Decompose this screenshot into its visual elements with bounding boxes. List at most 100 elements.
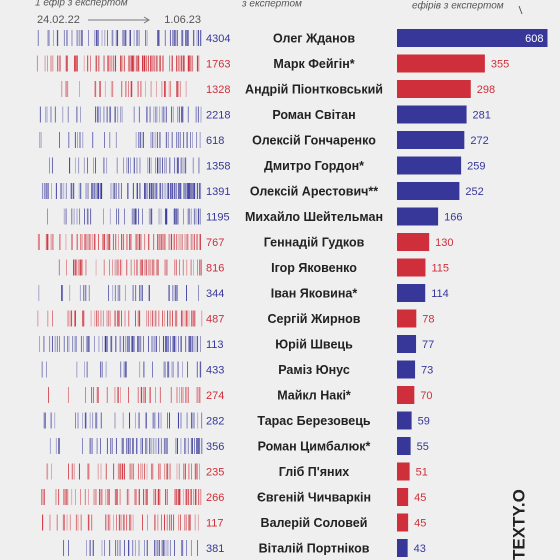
value-label: 43 [414, 543, 426, 555]
timeline-strip [39, 336, 201, 352]
bar [397, 131, 465, 149]
category-label: Геннадій Гудков [264, 235, 365, 249]
timeline-strip [37, 310, 203, 327]
value-label: 114 [431, 288, 449, 300]
value-label: 355 [491, 58, 509, 70]
brand: TEXTY.O [509, 489, 528, 560]
category-label: Олексій Гончаренко [252, 133, 376, 147]
timeline-strip [47, 208, 201, 225]
timeline-strip [41, 489, 202, 505]
value-label: 298 [477, 84, 495, 96]
category-label: Іван Яковина* [271, 286, 358, 300]
header-middle: з експертом [241, 0, 302, 10]
bar [397, 539, 408, 557]
timeline-strip [63, 540, 198, 556]
timeline-strip [38, 285, 199, 301]
value-label: 45 [414, 492, 426, 504]
value-label: 608 [525, 33, 543, 45]
date-arrow-head [143, 16, 150, 24]
count-label: 2218 [206, 109, 230, 121]
category-label: Валерій Соловей [261, 516, 368, 530]
timeline-strip [46, 463, 200, 480]
timeline-strip [42, 183, 202, 199]
bar [397, 54, 485, 73]
bar [397, 233, 430, 251]
bar [397, 105, 467, 124]
value-label: 281 [473, 109, 491, 121]
count-label: 381 [206, 543, 224, 555]
date-end: 1.06.23 [164, 14, 201, 26]
value-label: 51 [416, 466, 428, 478]
count-label: 4304 [206, 33, 230, 45]
count-label: 356 [206, 441, 224, 453]
timeline-strip [48, 157, 200, 174]
count-label: 767 [206, 237, 224, 249]
bar [397, 462, 410, 481]
count-label: 1195 [206, 211, 230, 223]
category-label: Раміз Юнус [278, 363, 350, 377]
count-label: 816 [206, 262, 224, 274]
bar [397, 360, 416, 379]
timeline-strip [42, 514, 199, 531]
bar [397, 29, 548, 47]
bar [397, 386, 415, 404]
value-label: 272 [470, 135, 488, 147]
bar [397, 488, 409, 506]
timeline-strip [43, 412, 203, 429]
value-label: 130 [435, 237, 453, 249]
timeline-strip [58, 259, 202, 276]
bar [397, 335, 417, 353]
count-label: 1328 [206, 84, 230, 96]
count-label: 344 [206, 288, 224, 300]
count-label: 266 [206, 492, 224, 504]
category-label: Майкл Накі* [277, 388, 351, 402]
header-right: ефірів з експертом [412, 0, 504, 12]
category-label: Євгеній Чичваркін [257, 490, 371, 504]
category-label: Роман Світан [272, 108, 355, 122]
category-label: Олексій Арестович** [250, 184, 378, 198]
count-label: 618 [206, 135, 224, 147]
timeline-strip [39, 106, 202, 123]
value-label: 73 [421, 364, 433, 376]
date-start: 24.02.22 [37, 14, 80, 26]
category-label: Ігор Яковенко [271, 261, 357, 275]
value-label: 166 [444, 211, 462, 223]
count-label: 274 [206, 390, 224, 402]
category-label: Михайло Шейтельман [245, 210, 383, 224]
count-label: 1391 [206, 186, 230, 198]
category-label: Андрій Піонтковський [245, 82, 383, 96]
timeline-strip [48, 387, 201, 403]
category-label: Тарас Березовець [257, 414, 371, 428]
count-label: 282 [206, 415, 224, 427]
count-label: 113 [206, 339, 224, 351]
bar [397, 437, 411, 455]
timeline-strip [37, 234, 202, 250]
category-label: Юрій Швець [275, 337, 353, 351]
bar [397, 513, 409, 532]
count-label: 235 [206, 466, 224, 478]
value-label: 259 [467, 160, 485, 172]
timeline-strip [41, 361, 202, 378]
category-label: Дмитро Гордон* [264, 159, 364, 173]
count-label: 1763 [206, 58, 230, 70]
bar [397, 284, 426, 302]
value-label: 55 [417, 441, 429, 453]
category-label: Роман Цимбалюк* [258, 439, 371, 453]
count-label: 117 [206, 517, 224, 529]
category-label: Олег Жданов [273, 31, 355, 45]
bar [397, 80, 471, 98]
arrow [518, 5, 523, 15]
bar [397, 309, 417, 328]
value-label: 78 [422, 313, 434, 325]
header-left: 1 ефір з експертом [35, 0, 128, 9]
value-label: 115 [431, 262, 449, 274]
count-label: 433 [206, 364, 224, 376]
timeline-strip [49, 438, 203, 454]
value-label: 252 [465, 186, 483, 198]
value-label: 59 [418, 415, 430, 427]
timeline-strip [37, 30, 202, 46]
bar [397, 207, 439, 226]
value-label: 70 [420, 390, 432, 402]
category-label: Гліб П'яних [279, 465, 350, 479]
bar [397, 258, 426, 277]
